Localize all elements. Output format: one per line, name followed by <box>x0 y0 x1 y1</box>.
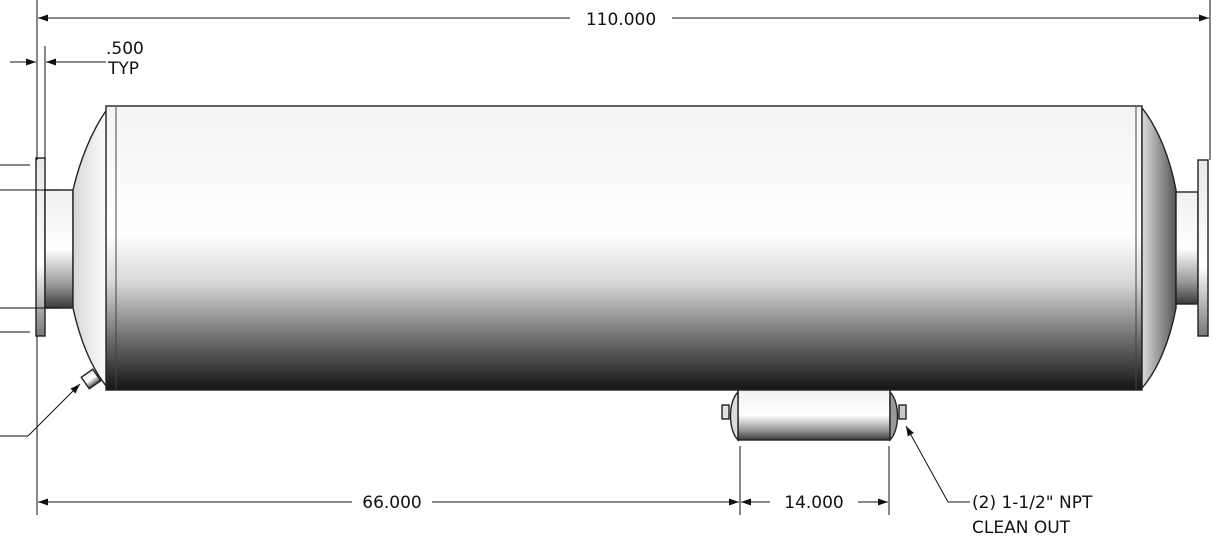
tank-shell <box>105 105 1143 391</box>
clean-out-leader <box>905 425 970 503</box>
sump-left-plug <box>721 404 730 420</box>
sump-body <box>737 389 891 441</box>
left-nozzle <box>44 189 74 309</box>
inlet-to-saddle-label: 66.000 <box>362 493 421 513</box>
clean-out-callout-line1: (2) 1-1/2" NPT <box>972 493 1093 513</box>
sump-right-plug <box>898 404 907 420</box>
tank-body <box>35 105 1209 391</box>
flange-thickness-note: TYP <box>107 59 139 79</box>
left-flange <box>35 157 46 337</box>
clean-out-callout-line2: CLEAN OUT <box>972 518 1071 538</box>
saddle-sump <box>721 389 907 442</box>
dimension-lines <box>0 0 1211 515</box>
sump-right-cap <box>889 390 899 442</box>
overall-length-label: 110.000 <box>586 10 656 30</box>
right-nozzle <box>1175 191 1199 305</box>
saddle-length-label: 14.000 <box>784 493 843 513</box>
left-fitting-leader <box>0 383 81 437</box>
right-head <box>1141 106 1177 390</box>
left-head <box>72 105 109 390</box>
right-flange <box>1197 159 1209 337</box>
sump-left-cap <box>729 390 739 442</box>
flange-thickness-value: .500 <box>106 39 144 59</box>
left-fitting <box>80 368 102 390</box>
